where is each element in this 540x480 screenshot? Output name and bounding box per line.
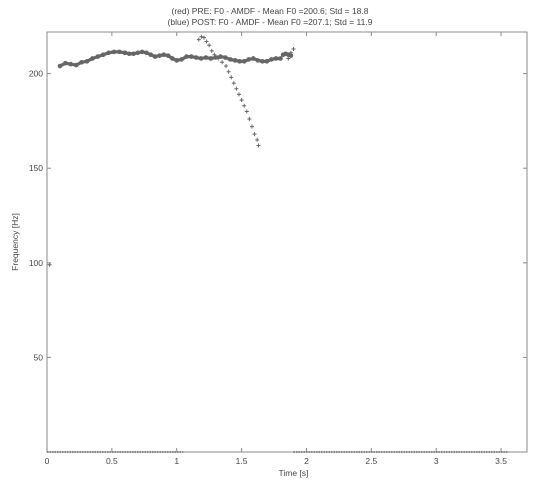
point-post [47,262,52,267]
contour-pre [124,50,178,62]
y-tick-label: 200 [29,69,43,79]
x-tick-label: 0 [45,456,50,466]
point-post [249,124,254,129]
point-post [288,50,293,55]
point-post [229,75,234,80]
point-post [226,69,231,74]
point-post [196,37,201,42]
plot-area [46,31,528,453]
point-post [216,56,221,61]
x-tick-label: 1 [174,456,179,466]
point-post [252,132,257,137]
point-post [212,52,217,57]
point-post [237,92,241,97]
contour-pre [59,50,126,68]
x-axis-label: Time [s] [279,468,309,478]
point-post [242,103,247,108]
y-axis-label: Frequency [Hz] [10,213,20,271]
point-post [234,86,239,91]
point-post [247,117,252,122]
point-post [224,64,229,69]
contour-pre [282,52,292,58]
x-tick-label: 3.5 [495,456,507,466]
point-post [207,43,212,48]
contour-pre [234,56,281,63]
x-tick-label: 3 [434,456,439,466]
point-post [231,81,236,86]
point-post [209,48,214,53]
point-post [244,109,249,114]
y-tick-label: 50 [34,352,44,362]
point-post [199,34,204,39]
point-post [220,60,225,65]
point-post [255,137,260,142]
chart-title-line-2: (blue) POST: F0 - AMDF - Mean F0 =207.1;… [167,17,373,27]
point-post [286,56,291,61]
contour-pre [176,54,236,62]
y-tick-label: 150 [29,163,43,173]
x-tick-label: 0.5 [106,456,118,466]
point-post [256,143,261,148]
x-tick-label: 2 [304,456,309,466]
chart-title-line-1: (red) PRE: F0 - AMDF - Mean F0 =200.6; S… [171,6,369,16]
point-post [239,98,244,103]
point-post [204,39,209,44]
x-tick-label: 1.5 [236,456,248,466]
x-tick-label: 2.5 [365,456,377,466]
point-post [291,47,296,52]
data-marks [47,34,508,453]
point-post [201,35,206,40]
y-tick-label: 100 [29,258,43,268]
